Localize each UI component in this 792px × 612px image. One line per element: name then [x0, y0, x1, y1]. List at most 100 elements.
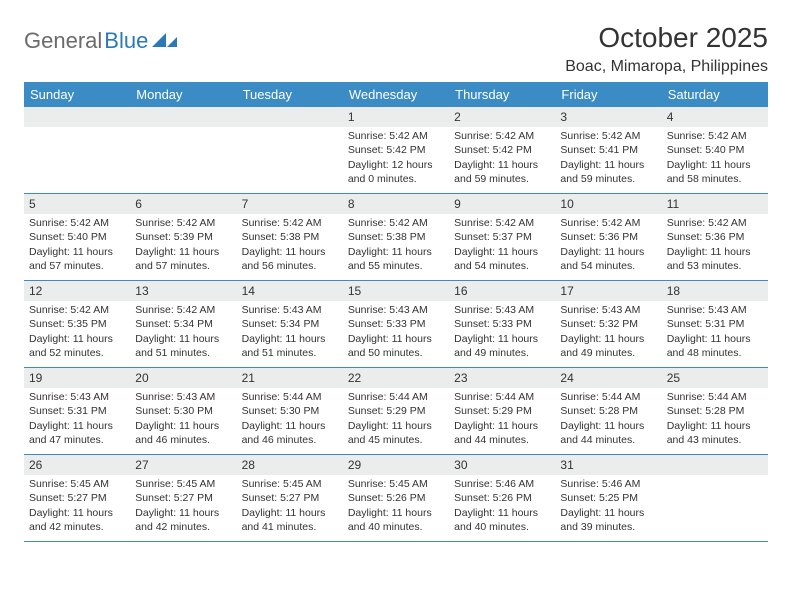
- day-number: 5: [24, 194, 130, 214]
- sunset-line: Sunset: 5:28 PM: [557, 404, 659, 418]
- daylight-line: and 59 minutes.: [557, 172, 659, 186]
- logo: GeneralBlue: [24, 22, 178, 54]
- day-number: [662, 455, 768, 475]
- weekday-header-cell: Monday: [130, 82, 236, 107]
- sunrise-line: Sunrise: 5:42 AM: [26, 303, 128, 317]
- day-cell: 22Sunrise: 5:44 AMSunset: 5:29 PMDayligh…: [343, 368, 449, 454]
- sunset-line: Sunset: 5:36 PM: [664, 230, 766, 244]
- daylight-line: and 55 minutes.: [345, 259, 447, 273]
- weekday-header-cell: Tuesday: [237, 82, 343, 107]
- sunset-line: Sunset: 5:39 PM: [132, 230, 234, 244]
- day-cell: 5 Sunrise: 5:42 AMSunset: 5:40 PMDaylight…: [24, 194, 130, 280]
- daylight-line: and 52 minutes.: [26, 346, 128, 360]
- day-number: [24, 107, 130, 127]
- daylight-line: and 41 minutes.: [239, 520, 341, 534]
- sunrise-line: Sunrise: 5:44 AM: [451, 390, 553, 404]
- daylight-line: Daylight: 11 hours: [557, 158, 659, 172]
- sunrise-line: Sunrise: 5:45 AM: [345, 477, 447, 491]
- day-number: 6: [130, 194, 236, 214]
- sunrise-line: Sunrise: 5:42 AM: [557, 129, 659, 143]
- day-number: 20: [130, 368, 236, 388]
- triangle-icon: [152, 30, 178, 53]
- day-cell: [130, 107, 236, 193]
- sunrise-line: Sunrise: 5:43 AM: [132, 390, 234, 404]
- day-number: 23: [449, 368, 555, 388]
- daylight-line: and 51 minutes.: [239, 346, 341, 360]
- sunset-line: Sunset: 5:32 PM: [557, 317, 659, 331]
- daylight-line: and 46 minutes.: [132, 433, 234, 447]
- sunset-line: Sunset: 5:29 PM: [451, 404, 553, 418]
- day-cell: [237, 107, 343, 193]
- daylight-line: and 39 minutes.: [557, 520, 659, 534]
- daylight-line: Daylight: 11 hours: [451, 332, 553, 346]
- daylight-line: and 59 minutes.: [451, 172, 553, 186]
- daylight-line: and 44 minutes.: [557, 433, 659, 447]
- day-number: 24: [555, 368, 661, 388]
- daylight-line: and 53 minutes.: [664, 259, 766, 273]
- day-number: 26: [24, 455, 130, 475]
- week-row: 5Sunrise: 5:42 AMSunset: 5:40 PMDaylight…: [24, 194, 768, 281]
- sunset-line: Sunset: 5:33 PM: [451, 317, 553, 331]
- sunset-line: Sunset: 5:42 PM: [345, 143, 447, 157]
- daylight-line: Daylight: 11 hours: [239, 332, 341, 346]
- day-cell: 20Sunrise: 5:43 AMSunset: 5:30 PMDayligh…: [130, 368, 236, 454]
- day-cell: 15Sunrise: 5:43 AMSunset: 5:33 PMDayligh…: [343, 281, 449, 367]
- daylight-line: Daylight: 11 hours: [239, 245, 341, 259]
- daylight-line: and 47 minutes.: [26, 433, 128, 447]
- daylight-line: Daylight: 11 hours: [664, 158, 766, 172]
- day-cell: 8Sunrise: 5:42 AMSunset: 5:38 PMDaylight…: [343, 194, 449, 280]
- sunrise-line: Sunrise: 5:43 AM: [557, 303, 659, 317]
- daylight-line: and 58 minutes.: [664, 172, 766, 186]
- sunrise-line: Sunrise: 5:42 AM: [132, 303, 234, 317]
- daylight-line: and 48 minutes.: [664, 346, 766, 360]
- day-cell: 11Sunrise: 5:42 AMSunset: 5:36 PMDayligh…: [662, 194, 768, 280]
- calendar-page: GeneralBlue October 2025 Boac, Mimaropa,…: [0, 0, 792, 542]
- daylight-line: and 49 minutes.: [557, 346, 659, 360]
- sunrise-line: Sunrise: 5:42 AM: [239, 216, 341, 230]
- weekday-header-cell: Saturday: [662, 82, 768, 107]
- sunrise-line: Sunrise: 5:45 AM: [132, 477, 234, 491]
- daylight-line: and 40 minutes.: [345, 520, 447, 534]
- daylight-line: Daylight: 11 hours: [26, 419, 128, 433]
- daylight-line: and 44 minutes.: [451, 433, 553, 447]
- sunrise-line: Sunrise: 5:45 AM: [239, 477, 341, 491]
- sunset-line: Sunset: 5:40 PM: [26, 230, 128, 244]
- day-number: 21: [237, 368, 343, 388]
- sunrise-line: Sunrise: 5:42 AM: [26, 216, 128, 230]
- daylight-line: Daylight: 11 hours: [26, 245, 128, 259]
- weekday-header-cell: Wednesday: [343, 82, 449, 107]
- sunset-line: Sunset: 5:40 PM: [664, 143, 766, 157]
- day-cell: 26Sunrise: 5:45 AMSunset: 5:27 PMDayligh…: [24, 455, 130, 541]
- daylight-line: and 40 minutes.: [451, 520, 553, 534]
- daylight-line: Daylight: 11 hours: [557, 332, 659, 346]
- sunrise-line: Sunrise: 5:42 AM: [345, 216, 447, 230]
- daylight-line: and 51 minutes.: [132, 346, 234, 360]
- sunset-line: Sunset: 5:25 PM: [557, 491, 659, 505]
- day-number: 30: [449, 455, 555, 475]
- day-number: 31: [555, 455, 661, 475]
- logo-text-blue: Blue: [104, 28, 148, 54]
- daylight-line: Daylight: 11 hours: [26, 506, 128, 520]
- sunset-line: Sunset: 5:30 PM: [132, 404, 234, 418]
- daylight-line: Daylight: 11 hours: [451, 419, 553, 433]
- day-cell: 1Sunrise: 5:42 AMSunset: 5:42 PMDaylight…: [343, 107, 449, 193]
- weekday-header-cell: Sunday: [24, 82, 130, 107]
- sunset-line: Sunset: 5:34 PM: [132, 317, 234, 331]
- day-cell: 29Sunrise: 5:45 AMSunset: 5:26 PMDayligh…: [343, 455, 449, 541]
- day-cell: 9Sunrise: 5:42 AMSunset: 5:37 PMDaylight…: [449, 194, 555, 280]
- day-cell: 3Sunrise: 5:42 AMSunset: 5:41 PMDaylight…: [555, 107, 661, 193]
- sunset-line: Sunset: 5:29 PM: [345, 404, 447, 418]
- page-header: GeneralBlue October 2025 Boac, Mimaropa,…: [24, 22, 768, 76]
- daylight-line: Daylight: 11 hours: [132, 506, 234, 520]
- daylight-line: and 45 minutes.: [345, 433, 447, 447]
- day-cell: 19Sunrise: 5:43 AMSunset: 5:31 PMDayligh…: [24, 368, 130, 454]
- sunset-line: Sunset: 5:34 PM: [239, 317, 341, 331]
- day-number: 12: [24, 281, 130, 301]
- day-cell: 14Sunrise: 5:43 AMSunset: 5:34 PMDayligh…: [237, 281, 343, 367]
- day-number: 22: [343, 368, 449, 388]
- sunrise-line: Sunrise: 5:43 AM: [345, 303, 447, 317]
- daylight-line: and 57 minutes.: [26, 259, 128, 273]
- sunrise-line: Sunrise: 5:44 AM: [664, 390, 766, 404]
- day-cell: 31Sunrise: 5:46 AMSunset: 5:25 PMDayligh…: [555, 455, 661, 541]
- sunrise-line: Sunrise: 5:44 AM: [345, 390, 447, 404]
